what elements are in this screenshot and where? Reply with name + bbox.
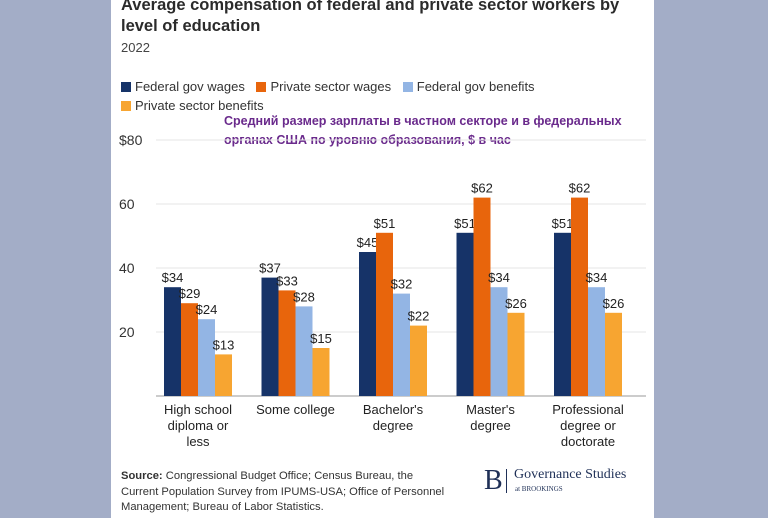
data-label: $37 [259, 261, 281, 276]
x-tick-label: Master's [466, 402, 515, 417]
data-label: $22 [408, 309, 430, 324]
legend: Federal gov wages Private sector wages F… [121, 77, 641, 115]
y-tick-label: 20 [119, 324, 135, 340]
data-label: $34 [586, 270, 608, 285]
legend-label: Private sector wages [270, 79, 392, 94]
bar [554, 232, 571, 396]
data-label: $28 [293, 289, 315, 304]
source-label: Source: [121, 470, 163, 482]
chart-subtitle: 2022 [121, 40, 150, 55]
legend-item: Private sector wages [256, 79, 391, 94]
x-tick-label: doctorate [561, 434, 615, 449]
legend-swatch [402, 82, 413, 92]
bar [507, 312, 525, 396]
brand-subtitle: at BROOKINGS [515, 485, 563, 493]
bar [393, 293, 410, 396]
bar [215, 354, 232, 396]
bar [571, 197, 588, 396]
bar [376, 232, 393, 396]
x-tick-label: Bachelor's [363, 402, 424, 417]
bar [278, 290, 296, 396]
source-text: Congressional Budget Office; Census Bure… [121, 470, 445, 513]
legend-swatch [256, 82, 267, 92]
brand-name: Governance Studies [514, 467, 627, 482]
brookings-logo: B [484, 465, 503, 496]
data-label: $51 [374, 216, 396, 231]
bar [295, 306, 313, 396]
bar [198, 319, 215, 396]
bar [164, 287, 181, 396]
bar [181, 303, 198, 396]
x-tick-label: degree [470, 418, 510, 433]
bar [359, 252, 376, 396]
data-label: $45 [357, 235, 379, 250]
x-tick-label: degree [373, 418, 413, 433]
data-label: $34 [488, 270, 510, 285]
brookings-brand: B Governance Studies at BROOKINGS [484, 466, 654, 496]
chart-title: Average compensation of federal and priv… [121, 0, 620, 35]
y-tick-label: 60 [119, 196, 135, 212]
bar [605, 312, 622, 396]
bar [261, 277, 279, 396]
x-tick-label: Some college [256, 402, 335, 417]
y-tick-label: 40 [119, 260, 135, 276]
data-label: $26 [505, 296, 527, 311]
legend-swatch [121, 82, 131, 92]
legend-label: Federal gov wages [135, 79, 245, 94]
bar [410, 325, 427, 396]
legend-label: Federal gov benefits [416, 79, 535, 94]
x-tick-label: High school [164, 402, 232, 417]
data-label: $34 [162, 270, 184, 285]
data-label: $33 [276, 273, 298, 288]
data-label: $62 [569, 181, 591, 196]
data-label: $51 [454, 216, 476, 231]
data-label: $62 [471, 181, 493, 196]
brand-divider [506, 469, 507, 493]
legend-item: Federal gov benefits [402, 79, 535, 94]
x-tick-label: less [186, 434, 210, 449]
legend-label: Private sector benefits [135, 98, 264, 113]
chart-card: Average compensation of federal and priv… [111, 0, 654, 518]
x-tick-label: Professional [552, 402, 624, 417]
source-note: Source: Congressional Budget Office; Cen… [121, 469, 451, 516]
bar [490, 287, 508, 396]
data-label: $26 [603, 296, 625, 311]
bar [456, 232, 474, 396]
data-label: $32 [391, 277, 413, 292]
bar [588, 287, 605, 396]
bar [473, 197, 491, 396]
data-label: $15 [310, 331, 332, 346]
data-label: $24 [196, 302, 218, 317]
data-label: $51 [552, 216, 574, 231]
x-tick-label: degree or [560, 418, 616, 433]
legend-item: Private sector benefits [121, 98, 264, 113]
y-tick-label: $80 [119, 132, 143, 148]
x-tick-label: diploma or [168, 418, 229, 433]
data-label: $29 [179, 286, 201, 301]
data-label: $13 [213, 337, 235, 352]
legend-swatch [121, 101, 131, 111]
bar [312, 348, 330, 396]
legend-item: Federal gov wages [121, 79, 245, 94]
